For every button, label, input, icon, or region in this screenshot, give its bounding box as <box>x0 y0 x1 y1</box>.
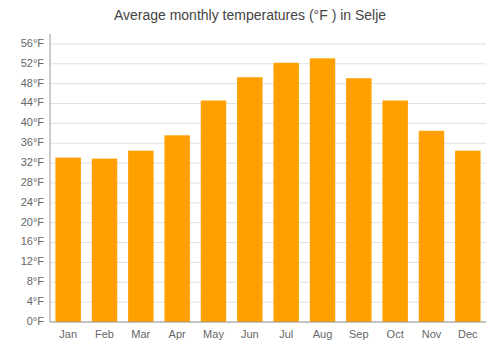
bar <box>455 151 480 322</box>
grid-line <box>50 123 486 124</box>
bar <box>237 77 262 322</box>
y-tick-label: 52°F <box>21 57 45 69</box>
bar <box>310 58 335 322</box>
bar <box>55 158 80 322</box>
grid <box>50 44 486 322</box>
y-tick-label: 36°F <box>21 136 45 148</box>
y-tick-label: 20°F <box>21 216 45 228</box>
y-tick-label: 4°F <box>27 295 45 307</box>
bar <box>164 135 189 322</box>
x-tick-label: Oct <box>387 328 404 340</box>
y-tick-label: 32°F <box>21 156 45 168</box>
bar <box>201 101 226 322</box>
y-tick-label: 28°F <box>21 176 45 188</box>
x-tick-label: Sep <box>349 328 369 340</box>
bar <box>346 78 371 322</box>
y-tick-label: 16°F <box>21 235 45 247</box>
x-tick-label: Jan <box>59 328 77 340</box>
x-tick-label: Nov <box>422 328 442 340</box>
x-tick-label: Apr <box>169 328 186 340</box>
y-tick-label: 48°F <box>21 77 45 89</box>
y-tick-label: 44°F <box>21 96 45 108</box>
x-tick-label: Feb <box>95 328 114 340</box>
bar <box>419 131 444 322</box>
y-tick-label: 24°F <box>21 196 45 208</box>
x-axis: Jan Feb Mar Apr May Jun Jul Aug Sep Oct Nov Dec <box>50 322 486 340</box>
grid-line <box>50 322 486 323</box>
x-tick-label: Jun <box>241 328 259 340</box>
bar <box>382 101 407 322</box>
y-tick-label: 56°F <box>21 37 45 49</box>
y-tick-label: 0°F <box>27 315 45 327</box>
grid-line <box>50 83 486 84</box>
x-axis-line <box>50 322 486 323</box>
y-axis: 0°F 4°F 8°F 12°F 16°F 20°F 24°F 28°F 32°F 36°F 40°… <box>21 34 50 327</box>
x-tick-label: Mar <box>131 328 150 340</box>
bar <box>92 159 117 322</box>
grid-line <box>50 63 486 64</box>
title: Average monthly temperatures (°F ) in Se… <box>114 7 386 23</box>
bar <box>128 151 153 322</box>
grid-line <box>50 103 486 104</box>
y-axis-line <box>50 34 51 322</box>
x-tick-label: Dec <box>458 328 478 340</box>
grid-line <box>50 43 486 44</box>
y-tick-label: 8°F <box>27 275 45 287</box>
x-tick-label: Jul <box>279 328 293 340</box>
x-tick-label: May <box>203 328 224 340</box>
y-tick-label: 12°F <box>21 255 45 267</box>
bar <box>273 63 298 322</box>
bars <box>55 58 480 322</box>
chart: 0°F 4°F 8°F 12°F 16°F 20°F 24°F 28°F 32°F 36°F 40°… <box>0 0 500 350</box>
y-tick-label: 40°F <box>21 116 45 128</box>
chart-container: 0°F 4°F 8°F 12°F 16°F 20°F 24°F 28°F 32°F 36°F 40°… <box>0 0 500 350</box>
x-tick-label: Aug <box>313 328 333 340</box>
